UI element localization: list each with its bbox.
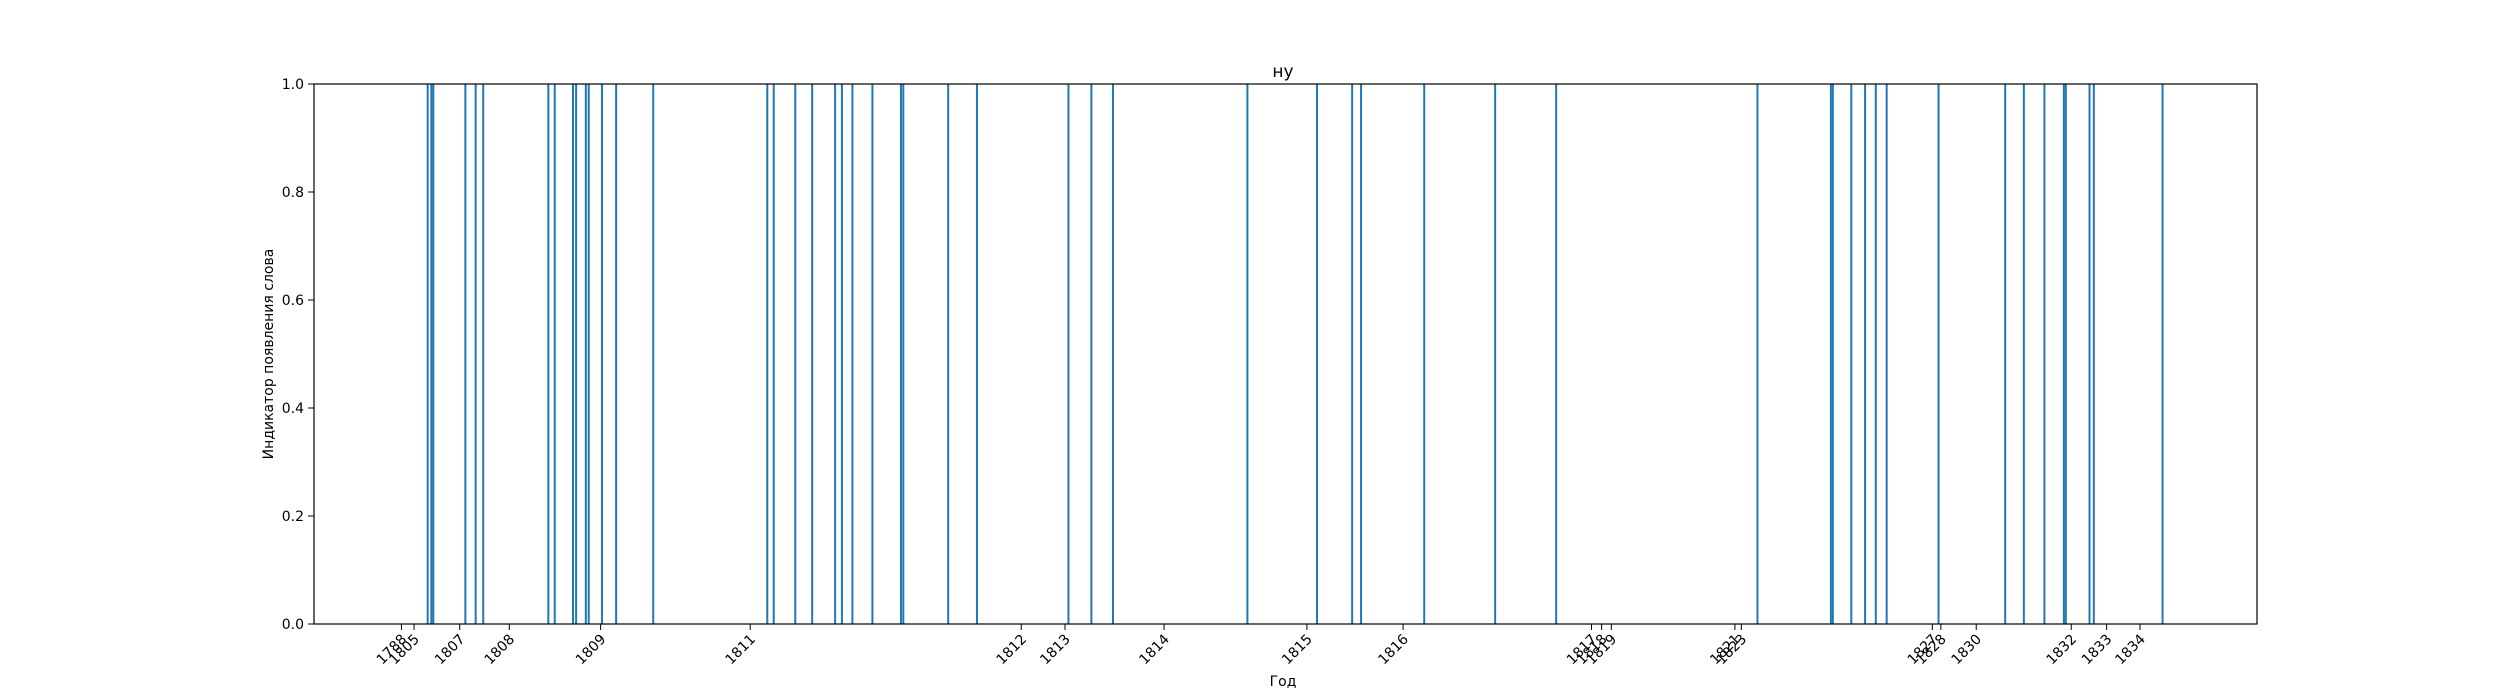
plot-frame — [313, 83, 2258, 625]
y-tick-label-2: 0.4 — [282, 401, 304, 417]
y-tick-label-3: 0.6 — [282, 293, 304, 309]
x-tick-label-18: 1830 — [1949, 632, 1986, 669]
x-tick-label-20: 1833 — [2079, 632, 2116, 669]
x-tick-label-21: 1834 — [2112, 631, 2149, 668]
y-tick-label-5: 1.0 — [282, 77, 304, 93]
x-tick-label-2: 1807 — [432, 632, 469, 669]
bars — [426, 84, 2164, 624]
x-tick-label-19: 1832 — [2044, 632, 2081, 669]
x-tick-label-10: 1816 — [1375, 631, 1412, 668]
x-tick-label-4: 1809 — [573, 632, 610, 669]
x-tick-label-7: 1813 — [1037, 632, 1074, 669]
x-tick-label-3: 1808 — [482, 632, 519, 669]
y-axis: 0.0 0.2 0.4 0.6 0.8 1.0 — [282, 77, 314, 633]
x-tick-label-5: 1811 — [723, 632, 760, 669]
chart-title: ну — [1272, 62, 1293, 82]
x-axis-label: Год — [1270, 674, 1297, 690]
x-tick-label-9: 1815 — [1279, 632, 1316, 669]
y-tick-label-1: 0.2 — [282, 509, 304, 525]
y-axis-label: Индикатор появления слова — [261, 249, 277, 460]
x-tick-label-6: 1812 — [994, 632, 1031, 669]
x-tick-label-8: 1814 — [1136, 631, 1173, 668]
y-tick-label-4: 0.8 — [282, 185, 304, 201]
y-tick-label-0: 0.0 — [282, 617, 304, 633]
